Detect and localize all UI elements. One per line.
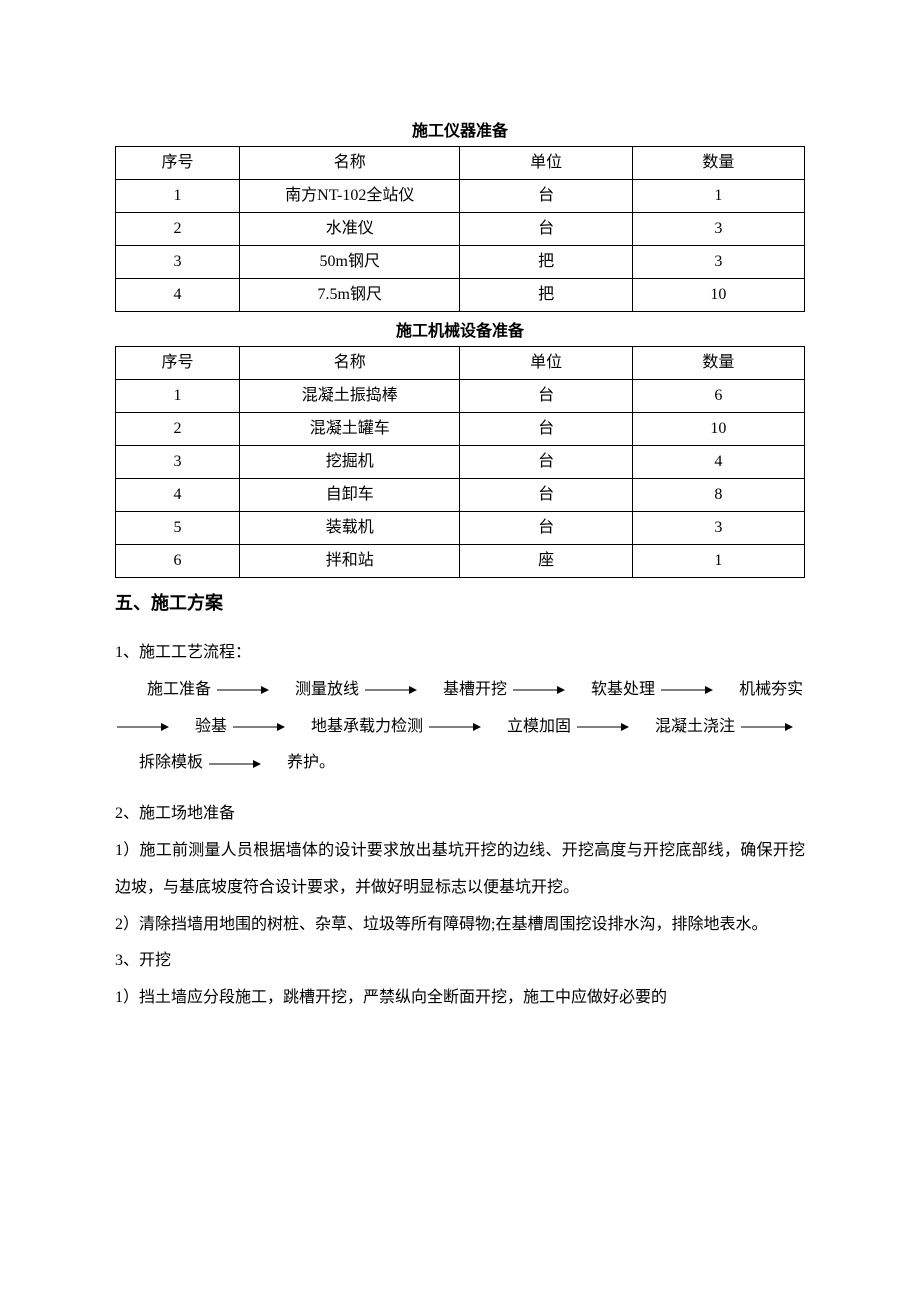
cell-qty: 1 [632, 545, 804, 578]
arrow-icon [661, 685, 713, 695]
flow-step: 拆除模板 [139, 754, 203, 771]
cell-qty: 1 [632, 180, 804, 213]
flow-step: 机械夯实 [739, 681, 803, 698]
cell-name: 挖掘机 [240, 446, 460, 479]
excavation-item-1: 1）挡土墙应分段施工，跳槽开挖，严禁纵向全断面开挖，施工中应做好必要的 [115, 980, 805, 1017]
cell-unit: 台 [460, 479, 632, 512]
cell-seq: 3 [116, 446, 240, 479]
cell-unit: 台 [460, 213, 632, 246]
table-row: 2 混凝土罐车 台 10 [116, 413, 805, 446]
table-row: 1 南方NT-102全站仪 台 1 [116, 180, 805, 213]
col-unit-header: 单位 [460, 347, 632, 380]
cell-qty: 3 [632, 246, 804, 279]
excavation-label: 3、开挖 [115, 943, 805, 980]
cell-unit: 台 [460, 380, 632, 413]
arrow-icon [365, 685, 417, 695]
arrow-icon [233, 722, 285, 732]
cell-name: 50m钢尺 [240, 246, 460, 279]
flow-step: 基槽开挖 [443, 681, 507, 698]
cell-seq: 2 [116, 213, 240, 246]
table-row: 2 水准仪 台 3 [116, 213, 805, 246]
cell-seq: 2 [116, 413, 240, 446]
machinery-table: 序号 名称 单位 数量 1 混凝土振捣棒 台 6 2 混凝土罐车 台 10 3 … [115, 346, 805, 578]
flow-step: 验基 [195, 718, 227, 735]
cell-unit: 台 [460, 413, 632, 446]
cell-unit: 台 [460, 446, 632, 479]
flow-step: 地基承载力检测 [311, 718, 423, 735]
flow-step: 软基处理 [591, 681, 655, 698]
cell-name: 装载机 [240, 512, 460, 545]
cell-qty: 3 [632, 512, 804, 545]
table-row: 4 自卸车 台 8 [116, 479, 805, 512]
cell-seq: 6 [116, 545, 240, 578]
cell-qty: 4 [632, 446, 804, 479]
table-row: 5 装载机 台 3 [116, 512, 805, 545]
cell-seq: 3 [116, 246, 240, 279]
cell-seq: 4 [116, 479, 240, 512]
table-row: 4 7.5m钢尺 把 10 [116, 279, 805, 312]
col-qty-header: 数量 [632, 347, 804, 380]
flow-step: 混凝土浇注 [655, 718, 735, 735]
cell-unit: 把 [460, 246, 632, 279]
cell-unit: 把 [460, 279, 632, 312]
arrow-icon [429, 722, 481, 732]
table-row: 1 混凝土振捣棒 台 6 [116, 380, 805, 413]
table-header-row: 序号 名称 单位 数量 [116, 347, 805, 380]
cell-seq: 1 [116, 380, 240, 413]
cell-name: 拌和站 [240, 545, 460, 578]
cell-qty: 3 [632, 213, 804, 246]
cell-qty: 10 [632, 413, 804, 446]
cell-unit: 台 [460, 180, 632, 213]
cell-name: 7.5m钢尺 [240, 279, 460, 312]
site-prep-label: 2、施工场地准备 [115, 796, 805, 833]
flow-step: 测量放线 [295, 681, 359, 698]
col-name-header: 名称 [240, 147, 460, 180]
cell-seq: 5 [116, 512, 240, 545]
arrow-icon [577, 722, 629, 732]
arrow-icon [513, 685, 565, 695]
flow-step: 养护。 [287, 754, 335, 771]
machinery-table-title: 施工机械设备准备 [115, 320, 805, 344]
instruments-table: 序号 名称 单位 数量 1 南方NT-102全站仪 台 1 2 水准仪 台 3 … [115, 146, 805, 312]
cell-name: 水准仪 [240, 213, 460, 246]
cell-name: 自卸车 [240, 479, 460, 512]
site-prep-item-2: 2）清除挡墙用地围的树桩、杂草、垃圾等所有障碍物;在基槽周围挖设排水沟，排除地表… [115, 907, 805, 944]
cell-qty: 8 [632, 479, 804, 512]
col-seq-header: 序号 [116, 347, 240, 380]
table-row: 3 挖掘机 台 4 [116, 446, 805, 479]
cell-seq: 4 [116, 279, 240, 312]
arrow-icon [741, 722, 793, 732]
col-qty-header: 数量 [632, 147, 804, 180]
process-label: 1、施工工艺流程： [115, 635, 805, 672]
cell-unit: 台 [460, 512, 632, 545]
arrow-icon [209, 759, 261, 769]
col-seq-header: 序号 [116, 147, 240, 180]
process-flow: 施工准备 测量放线 基槽开挖 软基处理 机械夯实 验基 地基承载力检测 立模加固… [115, 672, 805, 782]
table-row: 3 50m钢尺 把 3 [116, 246, 805, 279]
cell-unit: 座 [460, 545, 632, 578]
arrow-icon [217, 685, 269, 695]
cell-qty: 6 [632, 380, 804, 413]
table-row: 6 拌和站 座 1 [116, 545, 805, 578]
flow-step: 施工准备 [147, 681, 211, 698]
table-header-row: 序号 名称 单位 数量 [116, 147, 805, 180]
instruments-table-title: 施工仪器准备 [115, 120, 805, 144]
cell-name: 混凝土振捣棒 [240, 380, 460, 413]
cell-qty: 10 [632, 279, 804, 312]
flow-step: 立模加固 [507, 718, 571, 735]
arrow-icon [117, 722, 169, 732]
cell-name: 南方NT-102全站仪 [240, 180, 460, 213]
site-prep-item-1: 1）施工前测量人员根据墙体的设计要求放出基坑开挖的边线、开挖高度与开挖底部线，确… [115, 833, 805, 907]
col-unit-header: 单位 [460, 147, 632, 180]
section-5-heading: 五、施工方案 [115, 590, 805, 617]
cell-name: 混凝土罐车 [240, 413, 460, 446]
col-name-header: 名称 [240, 347, 460, 380]
cell-seq: 1 [116, 180, 240, 213]
